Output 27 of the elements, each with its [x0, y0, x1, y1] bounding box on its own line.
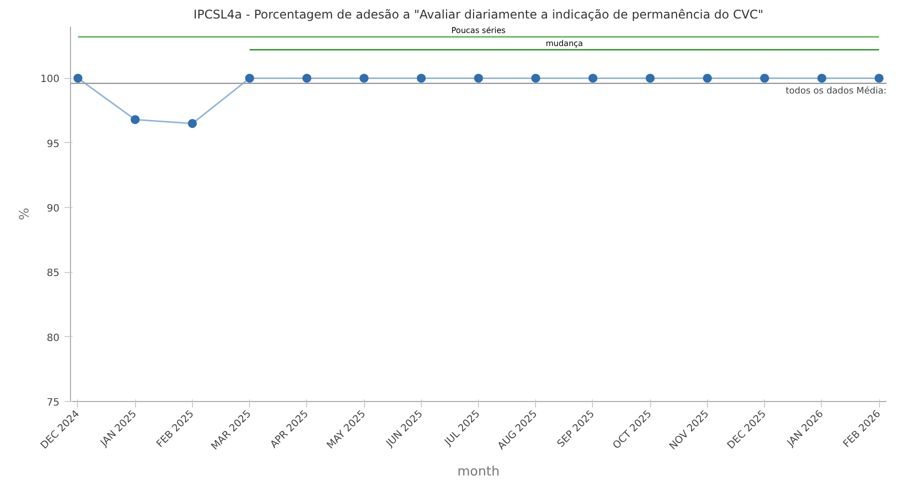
ref-line-label: todos os dados Média:	[786, 85, 886, 96]
point	[817, 74, 826, 83]
y-tick-label: 90	[46, 204, 60, 215]
point	[416, 74, 426, 83]
y-axis-title: %	[17, 208, 32, 220]
chart-title: IPCSL4a - Porcentagem de adesão a "Avaliar diariamente a indicação de permanência do CVC"	[194, 8, 764, 22]
y-tick-label: 75	[46, 398, 60, 408]
point	[588, 74, 598, 83]
point	[245, 74, 254, 83]
point	[474, 74, 483, 83]
y-tick-label: 80	[46, 332, 60, 344]
point	[760, 74, 770, 83]
point	[646, 74, 655, 83]
point	[73, 74, 82, 83]
y-tick-label: 100	[40, 74, 60, 86]
point	[702, 74, 712, 83]
y-tick-label: 85	[46, 268, 60, 280]
series-label: Poucas séries	[451, 26, 506, 35]
point	[360, 74, 369, 83]
point	[130, 115, 140, 124]
x-axis-title: month	[457, 464, 500, 480]
point	[188, 118, 197, 128]
point	[302, 74, 312, 83]
point	[531, 74, 540, 83]
y-tick-label: 95	[46, 138, 60, 150]
point	[874, 74, 884, 83]
series-label: mudança	[546, 38, 584, 48]
